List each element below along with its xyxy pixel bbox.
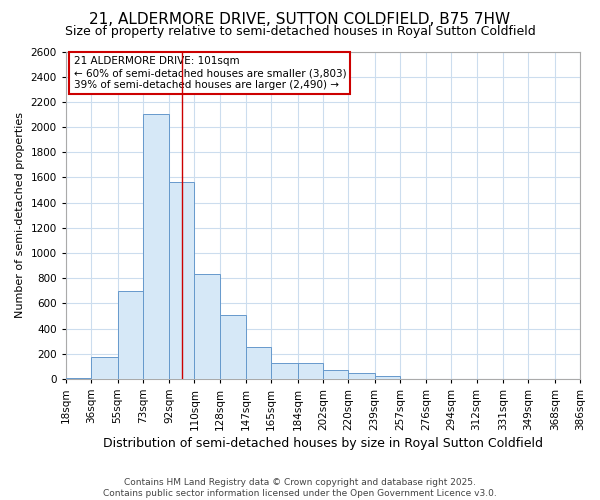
- Bar: [143, 114, 169, 379]
- Y-axis label: Number of semi-detached properties: Number of semi-detached properties: [15, 112, 25, 318]
- Bar: [323, 370, 348, 379]
- Text: Contains HM Land Registry data © Crown copyright and database right 2025.
Contai: Contains HM Land Registry data © Crown c…: [103, 478, 497, 498]
- Bar: [374, 376, 400, 379]
- Bar: [66, 378, 91, 379]
- Bar: [271, 362, 298, 379]
- Text: 21, ALDERMORE DRIVE, SUTTON COLDFIELD, B75 7HW: 21, ALDERMORE DRIVE, SUTTON COLDFIELD, B…: [89, 12, 511, 28]
- Text: 21 ALDERMORE DRIVE: 101sqm
← 60% of semi-detached houses are smaller (3,803)
39%: 21 ALDERMORE DRIVE: 101sqm ← 60% of semi…: [74, 56, 346, 90]
- Bar: [91, 357, 118, 379]
- Bar: [298, 362, 323, 379]
- Bar: [246, 347, 271, 379]
- Bar: [194, 274, 220, 379]
- Bar: [220, 314, 246, 379]
- Bar: [118, 291, 143, 379]
- X-axis label: Distribution of semi-detached houses by size in Royal Sutton Coldfield: Distribution of semi-detached houses by …: [103, 437, 543, 450]
- Bar: [348, 372, 374, 379]
- Bar: [169, 182, 194, 379]
- Text: Size of property relative to semi-detached houses in Royal Sutton Coldfield: Size of property relative to semi-detach…: [65, 25, 535, 38]
